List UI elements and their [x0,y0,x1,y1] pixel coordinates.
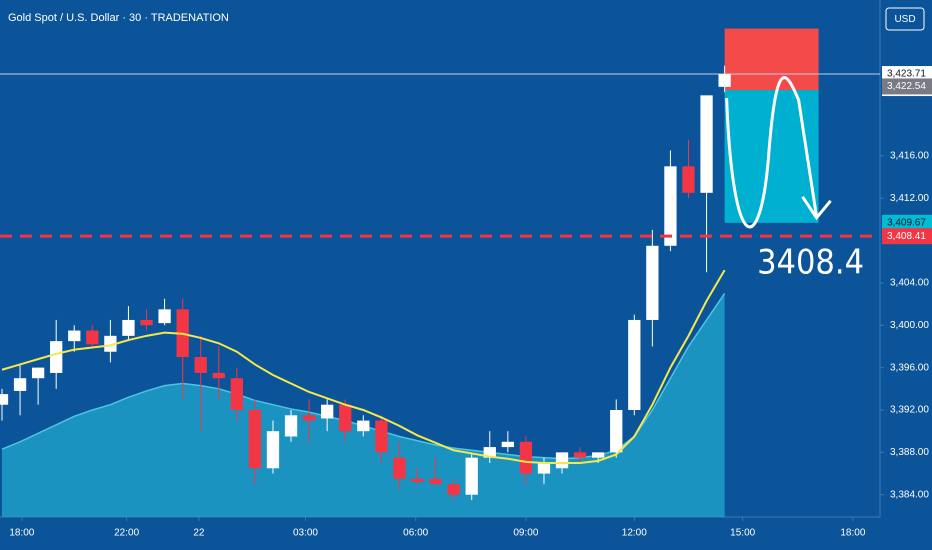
candle-body [13,378,27,391]
price-badge [882,214,932,231]
y-tick-label: 3,392.00 [890,405,929,416]
candle-body [429,478,442,485]
price-badge-label: 3,423.71 [887,69,926,80]
y-tick-label: 3,404.00 [890,278,929,289]
candle-body [375,420,388,453]
candle-body [555,452,569,469]
currency-label[interactable]: USD [894,14,915,25]
candle-body [104,335,117,352]
candle-body [86,330,99,345]
candle-body [700,95,713,193]
candle-body [321,404,334,419]
x-tick-label: 18:00 [840,528,865,539]
candle-body [411,478,424,483]
candle-body [122,319,135,336]
candle-body [628,319,641,410]
candle-body [140,319,153,326]
candle-body [68,330,81,342]
candle-body [357,420,370,432]
x-tick-label: 03:00 [293,528,318,539]
candle-body [284,415,298,437]
candle-body [212,372,225,379]
plot: 3408.4 [0,28,880,517]
candle-body [483,447,496,458]
x-tick-label: 09:00 [513,528,538,539]
candle-body [664,166,677,246]
candle-body [718,74,731,87]
x-tick-label: 22:00 [114,528,139,539]
price-badge-label: 3,408.41 [887,231,926,242]
candle-body [501,441,514,448]
candle-body [31,367,45,379]
candle-body [519,441,533,474]
candle-body [0,394,9,405]
candle-body [573,452,587,458]
annotation: 3408.4 [757,243,864,283]
y-tick-label: 3,384.00 [890,489,929,500]
candle-body [465,457,478,495]
x-tick-label: 12:00 [622,528,647,539]
x-tick-label: 15:00 [730,528,755,539]
candle-body [158,309,171,324]
x-tick-label: 18:00 [9,528,34,539]
y-tick-label: 3,400.00 [890,320,929,331]
candle-body [302,415,316,421]
y-tick-label: 3,416.00 [890,150,929,161]
candle-body [447,484,460,495]
candle-body [248,409,262,469]
candle-body [682,166,695,193]
chart-title: Gold Spot / U.S. Dollar · 30 · TRADENATI… [8,12,229,24]
candle-body [230,378,243,410]
candle-body [646,245,659,320]
arrow-head [801,195,832,221]
currency-button[interactable] [885,7,925,31]
candle-body [339,404,352,432]
ema-line [1,269,726,464]
price-badge-label: 3,422.54 [887,81,926,92]
y-tick-label: 3,396.00 [890,362,929,373]
arrow-curve [725,76,819,229]
candle-body [610,409,623,453]
candle-body [194,357,207,373]
x-tick-label: 22 [193,528,205,539]
candle-body [266,431,280,469]
y-tick-label: 3,388.00 [890,447,929,458]
price-badge [882,228,932,245]
candle-body [50,341,63,373]
x-tick-label: 06:00 [403,528,428,539]
candle-body [592,452,605,458]
candle-body [393,457,406,479]
price-badge-label: 3,409.67 [887,217,926,228]
stop-zone [724,28,819,91]
y-tick-label: 3,412.00 [890,193,929,204]
price-badge [882,78,932,95]
candle-body [537,462,551,474]
